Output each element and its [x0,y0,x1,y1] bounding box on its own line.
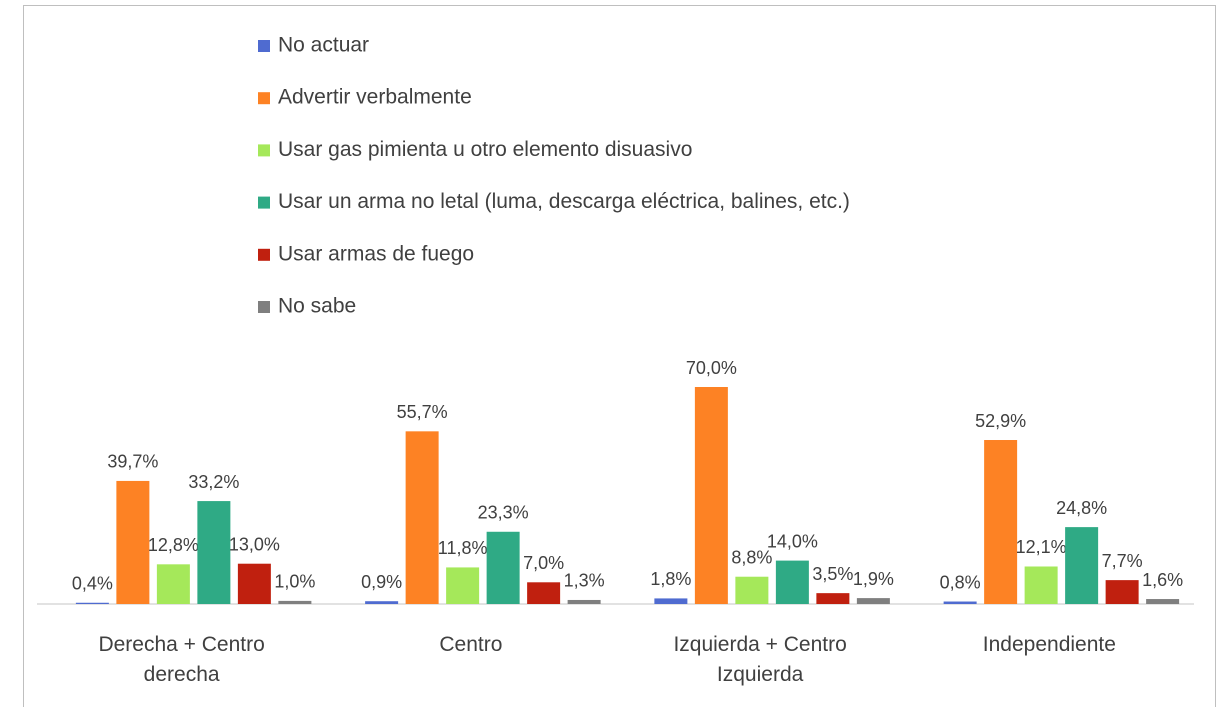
data-label: 11,8% [438,538,488,558]
x-tick-label: Independiente [982,633,1116,656]
bar [116,480,150,604]
data-label: 24,8% [1056,498,1107,518]
bar [405,431,439,604]
data-label: 1,0% [274,572,315,592]
bar [197,501,231,604]
legend-swatch [258,144,270,157]
bar [984,440,1018,604]
bar [1065,527,1099,604]
bar [1146,599,1180,604]
data-label: 3,5% [812,564,853,584]
legend-label: No sabe [278,295,356,318]
bar [156,564,190,604]
bar [1105,580,1139,604]
bar [527,582,561,604]
data-label: 8,8% [731,547,772,567]
data-label: 0,4% [72,574,113,594]
legend-label: Usar un arma no letal (luma, descarga el… [278,190,850,213]
data-label: 0,9% [361,572,402,592]
legend-label: No actuar [278,34,369,57]
data-label: 13,0% [229,534,280,554]
data-label: 33,2% [188,472,239,492]
data-label: 39,7% [107,452,158,472]
bar [486,531,520,604]
legend-swatch [258,92,270,105]
legend-label: Usar gas pimienta u otro elemento disuas… [278,138,692,161]
x-tick-label: Derecha + Centro derecha [98,633,265,686]
data-label: 55,7% [397,402,448,422]
bar [856,598,890,604]
data-label: 1,8% [650,569,691,589]
bar [237,563,271,604]
data-label: 52,9% [975,411,1026,431]
bar [567,599,601,604]
bar [654,598,688,604]
bar [694,387,728,604]
data-label: 23,3% [478,503,529,523]
data-label: 1,6% [1142,570,1183,590]
data-label: 7,0% [523,553,564,573]
bar [75,602,109,604]
legend-swatch [258,40,270,52]
legend-swatch [258,248,270,261]
bar [278,600,312,604]
legend-label: Usar armas de fuego [278,242,474,265]
data-label: 12,8% [148,535,199,555]
data-label: 12,1% [1016,537,1067,557]
bar [816,593,850,604]
data-label: 70,0% [686,358,737,378]
x-tick-label: Centro [439,633,503,656]
legend-label: Advertir verbalmente [278,86,472,109]
bar [735,576,769,604]
data-label: 1,3% [564,571,605,591]
bar [943,601,977,604]
bar [1024,566,1058,604]
bar [775,560,809,604]
legend-swatch [258,196,270,209]
x-tick-label: Izquierda + Centro Izquierda [673,633,847,686]
chart-border [23,5,1216,707]
data-label: 14,0% [767,531,818,551]
data-label: 1,9% [853,569,894,589]
bar [446,567,480,604]
legend-swatch [258,301,270,313]
data-label: 0,8% [940,572,981,592]
bar [365,601,399,604]
data-label: 7,7% [1102,551,1143,571]
